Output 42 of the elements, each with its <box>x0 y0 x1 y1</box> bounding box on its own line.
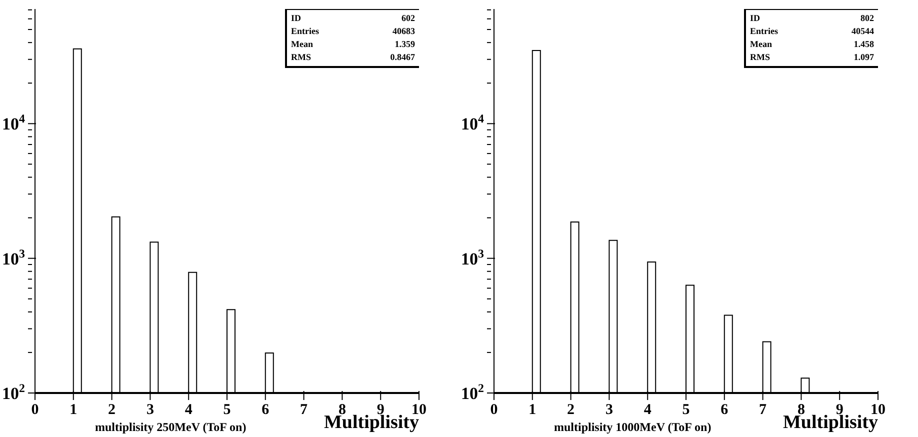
x-tick-label: 2 <box>567 402 575 418</box>
x-tick-label: 4 <box>184 402 193 418</box>
y-tick-label: 10$^{4}$ <box>461 112 484 134</box>
annotation: Entries <box>291 25 319 38</box>
x-tick-label: 2 <box>108 402 116 418</box>
annotation: 1.359 <box>394 38 415 51</box>
text: multiplisity 250MeV (ToF on) <box>95 420 246 435</box>
annotation: Mean <box>750 38 772 51</box>
x-tick-label: 7 <box>759 402 768 418</box>
x-tick-label: 3 <box>605 402 613 418</box>
annotation: 602 <box>402 12 415 25</box>
annotation: ID <box>291 12 302 25</box>
text: multiplisity 1000MeV (ToF on) <box>554 420 712 435</box>
annotation: 802 <box>860 12 874 25</box>
y-tick-label: 10$^{3}$ <box>461 246 484 268</box>
x-tick-label: 6 <box>720 402 729 418</box>
x-tick-label: 5 <box>682 402 690 418</box>
y-tick-label: 10$^{2}$ <box>461 381 484 403</box>
annotation: ID <box>750 12 760 25</box>
y-tick-label: 10$^{2}$ <box>2 381 26 403</box>
x-tick-label: 1 <box>528 402 536 418</box>
annotation: Mean <box>291 38 313 51</box>
x-tick-label: 10 <box>870 402 886 418</box>
annotation: 1.458 <box>854 38 874 51</box>
x-tick-label: 6 <box>262 402 270 418</box>
x-tick-label: 7 <box>300 402 308 418</box>
x-tick-label: 0 <box>31 402 39 418</box>
annotation: Entries <box>750 25 778 38</box>
x-tick-label: 4 <box>644 402 652 418</box>
y-tick-label: 10$^{3}$ <box>2 246 26 268</box>
x-tick-label: 3 <box>146 402 154 418</box>
annotation: 0.8467 <box>390 51 415 64</box>
annotation: 40683 <box>392 25 415 38</box>
annotation: RMS <box>750 51 770 64</box>
annotation: 40544 <box>852 25 874 38</box>
x-tick-label: 1 <box>70 402 78 418</box>
y-tick-label: 10$^{4}$ <box>2 112 26 134</box>
annotation: 1.097 <box>854 51 874 64</box>
x-tick-label: 0 <box>490 402 498 418</box>
x-tick-label: 5 <box>223 402 231 418</box>
x-tick-label: 10 <box>412 402 426 418</box>
annotation: RMS <box>291 51 311 64</box>
